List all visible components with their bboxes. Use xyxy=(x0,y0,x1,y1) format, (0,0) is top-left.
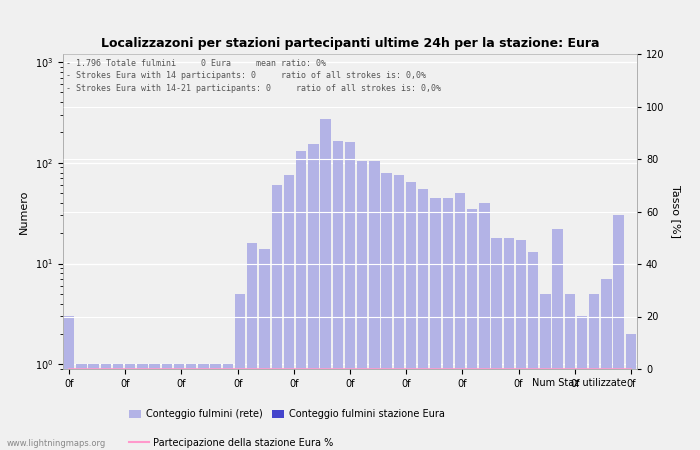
Bar xyxy=(296,151,307,450)
Bar xyxy=(186,364,197,450)
Bar xyxy=(101,364,111,450)
Text: - 1.796 Totale fulmini     0 Eura     mean ratio: 0%
- Strokes Eura with 14 part: - 1.796 Totale fulmini 0 Eura mean ratio… xyxy=(66,59,441,93)
Bar xyxy=(174,364,184,450)
Bar xyxy=(455,193,465,450)
Y-axis label: Numero: Numero xyxy=(20,189,29,234)
Bar xyxy=(565,294,575,450)
Bar xyxy=(259,249,270,450)
Bar xyxy=(528,252,538,450)
Bar xyxy=(321,119,331,450)
Text: www.lightningmaps.org: www.lightningmaps.org xyxy=(7,439,106,448)
Bar xyxy=(272,185,282,450)
Bar xyxy=(577,316,587,450)
Bar xyxy=(516,240,526,450)
Title: Localizzazoni per stazioni partecipanti ultime 24h per la stazione: Eura: Localizzazoni per stazioni partecipanti … xyxy=(101,37,599,50)
Bar xyxy=(430,198,441,450)
Bar xyxy=(479,203,489,450)
Bar xyxy=(540,294,551,450)
Bar xyxy=(235,294,245,450)
Bar xyxy=(284,176,294,450)
Bar xyxy=(308,144,318,450)
Bar xyxy=(198,364,209,450)
Bar xyxy=(491,238,502,450)
Bar xyxy=(223,364,233,450)
Bar xyxy=(76,364,87,450)
Bar xyxy=(382,172,392,450)
Bar xyxy=(345,142,355,450)
Bar xyxy=(162,364,172,450)
Bar xyxy=(393,176,404,450)
Bar xyxy=(552,229,563,450)
Bar xyxy=(601,279,612,450)
Bar xyxy=(149,364,160,450)
Bar xyxy=(332,141,343,450)
Bar xyxy=(247,243,258,450)
Y-axis label: Tasso [%]: Tasso [%] xyxy=(671,185,681,238)
Text: Num Staz utilizzate: Num Staz utilizzate xyxy=(532,378,626,388)
Bar xyxy=(418,189,428,450)
Bar xyxy=(125,364,135,450)
Bar xyxy=(113,364,123,450)
Bar xyxy=(357,161,368,450)
Bar xyxy=(88,364,99,450)
Bar xyxy=(442,198,453,450)
Bar xyxy=(467,209,477,450)
Bar xyxy=(589,294,599,450)
Bar xyxy=(406,182,416,450)
Bar xyxy=(137,364,148,450)
Bar xyxy=(64,316,74,450)
Bar xyxy=(613,216,624,450)
Bar xyxy=(211,364,220,450)
Bar xyxy=(369,161,379,450)
Bar xyxy=(626,334,636,450)
Bar xyxy=(503,238,514,450)
Legend: Partecipazione della stazione Eura %: Partecipazione della stazione Eura % xyxy=(125,434,337,450)
